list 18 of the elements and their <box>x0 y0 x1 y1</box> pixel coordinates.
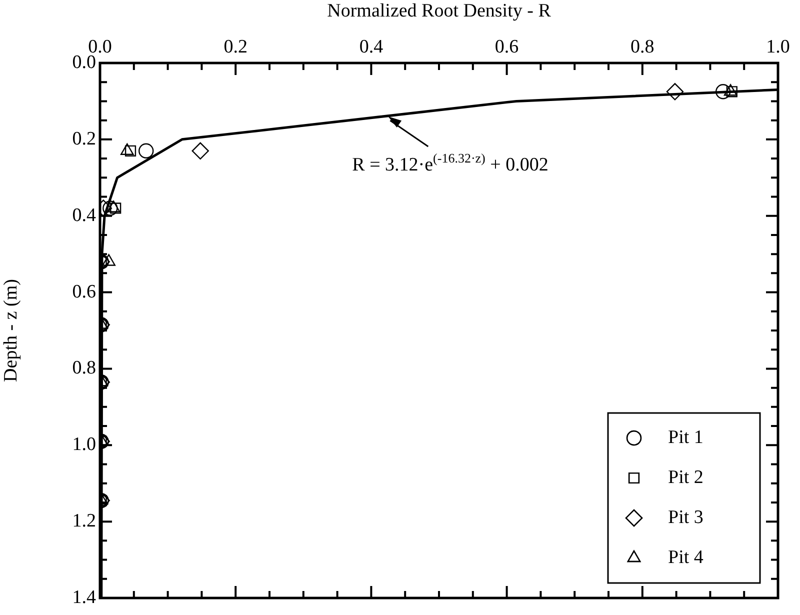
x-tick-label: 0.2 <box>224 36 248 58</box>
legend-label: Pit 3 <box>668 506 704 528</box>
x-tick-label: 0.8 <box>630 36 654 58</box>
y-axis-title: Depth - z (m) <box>0 279 22 382</box>
x-tick-label: 0.6 <box>494 36 519 58</box>
x-tick-label: 0.4 <box>359 36 384 58</box>
y-tick-label: 1.0 <box>72 434 96 456</box>
y-tick-label: 0.6 <box>72 281 96 302</box>
y-tick-label: 0.2 <box>72 128 96 150</box>
legend-label: Pit 4 <box>668 546 704 568</box>
x-axis-title: Normalized Root Density - R <box>327 0 552 22</box>
x-tick-label: 1.0 <box>766 36 790 58</box>
y-tick-label: 1.4 <box>72 586 96 608</box>
y-tick-label: 0.4 <box>72 204 96 226</box>
y-tick-label: 1.2 <box>72 510 96 532</box>
y-tick-label: 0.8 <box>72 358 96 379</box>
legend-label: Pit 2 <box>668 466 704 488</box>
legend-label: Pit 1 <box>668 426 704 448</box>
